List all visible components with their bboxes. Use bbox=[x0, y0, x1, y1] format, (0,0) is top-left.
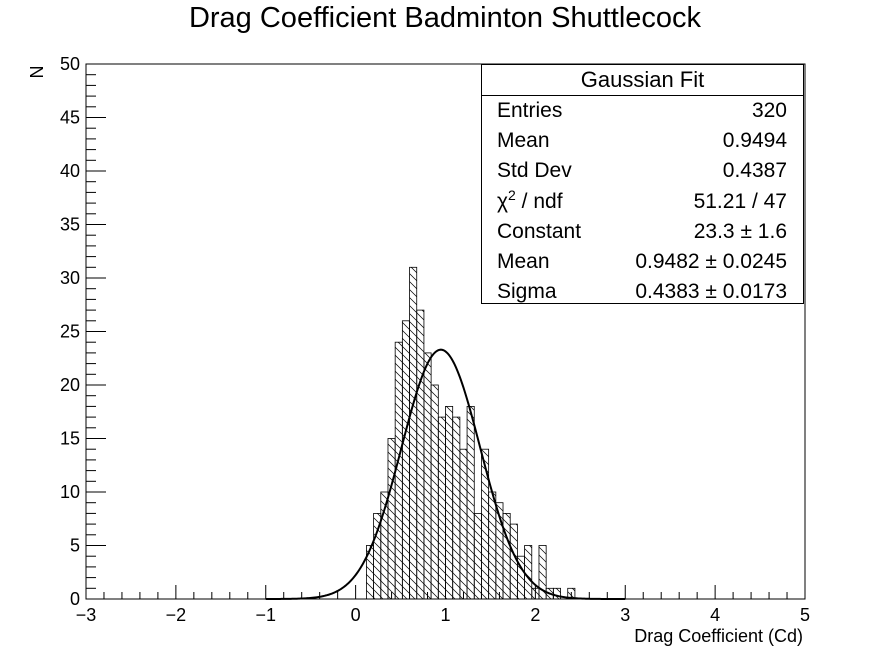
stats-row-constant: Constant 23.3 ± 1.6 bbox=[482, 217, 803, 247]
stats-row-stddev: Std Dev 0.4387 bbox=[482, 156, 803, 186]
y-tick-label: 30 bbox=[60, 268, 80, 288]
histogram-bar bbox=[552, 587, 561, 600]
stats-value: 0.9494 bbox=[722, 129, 787, 153]
fit-curve-group bbox=[265, 348, 626, 600]
x-axis-label: Drag Coefficient (Cd) bbox=[634, 626, 803, 646]
stats-value: 320 bbox=[751, 99, 787, 122]
histogram-bar bbox=[409, 266, 418, 600]
stats-label: Mean bbox=[497, 249, 550, 273]
chi-symbol: χ bbox=[497, 189, 509, 213]
histogram-bar bbox=[466, 405, 475, 600]
stats-value: 0.4383 ± 0.0173 bbox=[635, 280, 787, 304]
stats-row-chi2-ndf: χ2 / ndf 51.21 / 47 bbox=[482, 187, 803, 217]
histogram-bar bbox=[416, 309, 425, 600]
y-tick-label: 10 bbox=[60, 482, 80, 502]
histogram-bar bbox=[502, 513, 511, 600]
stats-label: Constant bbox=[497, 219, 582, 243]
histogram-bar bbox=[387, 438, 396, 600]
stats-value: 23.3 ± 1.6 bbox=[693, 219, 787, 243]
stats-label: Sigma bbox=[497, 280, 557, 304]
y-tick-label: 35 bbox=[60, 215, 80, 235]
stats-label: Entries bbox=[497, 99, 563, 122]
histogram-bar bbox=[452, 416, 461, 600]
histogram-bar bbox=[445, 405, 454, 600]
chi-superscript: 2 bbox=[508, 186, 516, 203]
histogram-bar bbox=[401, 320, 410, 600]
y-tick-label: 50 bbox=[60, 54, 80, 74]
x-tick-label: −2 bbox=[166, 605, 187, 625]
stats-value: 0.9482 ± 0.0245 bbox=[635, 249, 787, 273]
y-tick-label: 25 bbox=[60, 322, 80, 342]
stats-label: χ2 / ndf bbox=[497, 187, 563, 217]
stats-label: Std Dev bbox=[497, 159, 572, 183]
x-tick-label: −1 bbox=[255, 605, 276, 625]
histogram-bar bbox=[524, 545, 533, 600]
x-tick-label: 2 bbox=[530, 605, 540, 625]
stats-title: Gaussian Fit bbox=[482, 65, 803, 96]
stats-row-fit-mean: Mean 0.9482 ± 0.0245 bbox=[482, 247, 803, 277]
gaussian-fit-curve bbox=[265, 348, 626, 600]
stats-label: Mean bbox=[497, 129, 550, 153]
y-tick-label: 40 bbox=[60, 161, 80, 181]
histogram-bars bbox=[86, 266, 805, 600]
histogram-bar bbox=[488, 491, 497, 600]
y-tick-label: 5 bbox=[70, 536, 80, 556]
histogram-bar bbox=[509, 523, 518, 600]
stats-row-sigma: Sigma 0.4383 ± 0.0173 bbox=[482, 277, 803, 307]
histogram-bar bbox=[481, 448, 490, 600]
stats-value: 0.4387 bbox=[722, 159, 787, 183]
histogram-bar bbox=[437, 416, 446, 600]
stats-row-entries: Entries 320 bbox=[482, 96, 803, 126]
x-tick-label: 4 bbox=[710, 605, 720, 625]
stats-row-mean: Mean 0.9494 bbox=[482, 126, 803, 156]
histogram-bar bbox=[473, 513, 482, 600]
y-axis-label: N bbox=[27, 66, 47, 79]
y-tick-label: 0 bbox=[70, 589, 80, 609]
x-tick-label: 0 bbox=[351, 605, 361, 625]
x-tick-label: 3 bbox=[620, 605, 630, 625]
y-tick-label: 20 bbox=[60, 375, 80, 395]
histogram-bar bbox=[430, 384, 439, 600]
fit-stats-box: Gaussian Fit Entries 320 Mean 0.9494 Std… bbox=[481, 64, 804, 304]
histogram-bar bbox=[423, 352, 432, 600]
axes bbox=[85, 63, 806, 600]
x-tick-label: −3 bbox=[76, 605, 97, 625]
chi-suffix: / ndf bbox=[515, 189, 563, 213]
x-tick-label: 1 bbox=[440, 605, 450, 625]
y-tick-label: 45 bbox=[60, 108, 80, 128]
x-tick-label: 5 bbox=[800, 605, 810, 625]
y-tick-label: 15 bbox=[60, 429, 80, 449]
histogram-bar bbox=[459, 448, 468, 600]
chart-title: Drag Coefficient Badminton Shuttlecock bbox=[188, 2, 702, 34]
stats-value: 51.21 / 47 bbox=[693, 189, 787, 213]
